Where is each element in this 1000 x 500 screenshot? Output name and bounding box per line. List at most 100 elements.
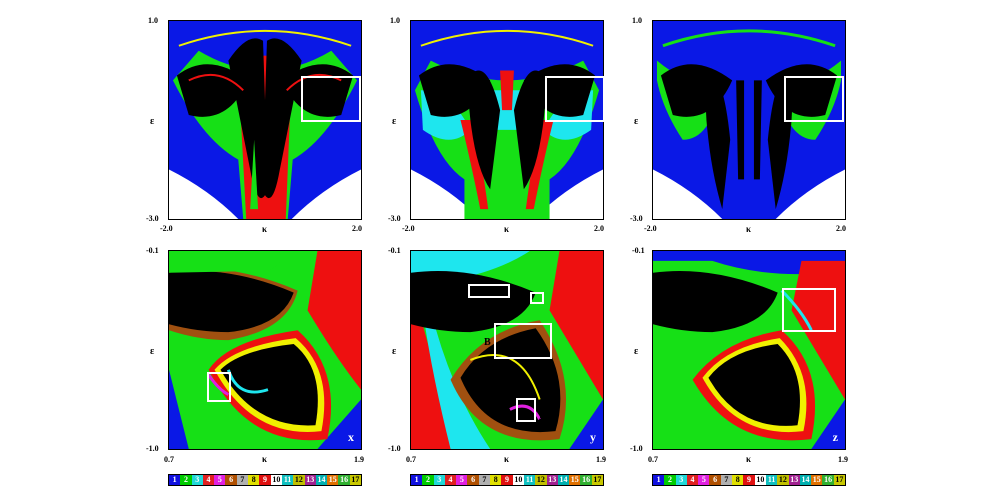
x-axis-label: κ bbox=[504, 454, 509, 464]
legend-swatch-5: 5 bbox=[698, 475, 710, 485]
y-tick-bottom: -3.0 bbox=[388, 214, 401, 223]
legend-swatch-2: 2 bbox=[422, 475, 434, 485]
x-tick-right: 1.9 bbox=[354, 455, 364, 464]
legend-swatch-10: 10 bbox=[512, 475, 524, 485]
legend-swatch-9: 9 bbox=[259, 475, 271, 485]
color-legend-z: 1 2 3 4 5 6 7 8 9 10 11 12 13 14 15 16 17 bbox=[652, 474, 846, 486]
panel-tag: z bbox=[832, 200, 838, 214]
y-axis-label: ε bbox=[150, 116, 155, 127]
zoom-box-A bbox=[516, 398, 536, 422]
x-axis-label: κ bbox=[746, 224, 751, 234]
marker-D: D bbox=[458, 295, 466, 306]
legend-swatch-8: 8 bbox=[732, 475, 744, 485]
zoom-box-bottom-x bbox=[207, 372, 231, 402]
legend-swatch-5: 5 bbox=[214, 475, 226, 485]
legend-swatch-11: 11 bbox=[765, 475, 778, 485]
legend-swatch-4: 4 bbox=[444, 475, 457, 485]
legend-swatch-3: 3 bbox=[191, 475, 203, 485]
x-tick-left: -2.0 bbox=[160, 224, 173, 233]
y-axis-label: ε bbox=[150, 346, 155, 357]
legend-swatch-15: 15 bbox=[569, 475, 581, 485]
legend-swatch-2: 2 bbox=[664, 475, 676, 485]
color-legend-y: 1 2 3 4 5 6 7 8 9 10 11 12 13 14 15 16 17 bbox=[410, 474, 604, 486]
legend-swatch-3: 3 bbox=[675, 475, 687, 485]
zoom-box-top-z bbox=[784, 76, 844, 122]
y-tick-bottom: -1.0 bbox=[388, 444, 401, 453]
marker-B: B bbox=[484, 337, 491, 348]
legend-swatch-7: 7 bbox=[478, 475, 491, 485]
legend-swatch-8: 8 bbox=[490, 475, 502, 485]
y-tick-bottom: -3.0 bbox=[146, 214, 159, 223]
legend-swatch-9: 9 bbox=[743, 475, 755, 485]
x-tick-right: 1.9 bbox=[596, 455, 606, 464]
panel-tag: x bbox=[348, 200, 354, 214]
legend-swatch-17: 17 bbox=[833, 475, 846, 485]
legend-swatch-9: 9 bbox=[501, 475, 513, 485]
x-tick-left: 0.7 bbox=[164, 455, 174, 464]
zoom-box-bottom-z bbox=[782, 288, 836, 332]
legend-swatch-15: 15 bbox=[327, 475, 339, 485]
legend-swatch-12: 12 bbox=[293, 475, 305, 485]
legend-swatch-5: 5 bbox=[456, 475, 468, 485]
legend-swatch-10: 10 bbox=[754, 475, 766, 485]
color-legend-x: 1 2 3 4 5 6 7 8 9 10 11 12 13 14 15 16 17 bbox=[168, 474, 362, 486]
panel-top-y: y bbox=[410, 20, 604, 220]
y-tick-top: -0.1 bbox=[632, 246, 645, 255]
x-tick-right: 2.0 bbox=[594, 224, 604, 233]
x-tick-left: -2.0 bbox=[402, 224, 415, 233]
zoom-box-B bbox=[494, 323, 552, 359]
legend-swatch-1: 1 bbox=[653, 475, 665, 485]
legend-swatch-16: 16 bbox=[338, 475, 350, 485]
legend-swatch-7: 7 bbox=[720, 475, 733, 485]
zoom-box-C bbox=[530, 292, 544, 304]
legend-swatch-14: 14 bbox=[557, 475, 570, 485]
x-tick-right: 2.0 bbox=[836, 224, 846, 233]
legend-swatch-11: 11 bbox=[523, 475, 536, 485]
legend-swatch-4: 4 bbox=[686, 475, 699, 485]
x-tick-left: 0.7 bbox=[406, 455, 416, 464]
x-axis-label: κ bbox=[504, 224, 509, 234]
zoom-box-top-y bbox=[545, 76, 605, 122]
basin-map-top-z bbox=[653, 21, 845, 219]
legend-swatch-6: 6 bbox=[225, 475, 237, 485]
legend-swatch-6: 6 bbox=[709, 475, 721, 485]
legend-swatch-1: 1 bbox=[411, 475, 423, 485]
basin-map-bottom-x bbox=[169, 251, 361, 449]
basin-map-top-y bbox=[411, 21, 603, 219]
y-tick-bottom: -1.0 bbox=[146, 444, 159, 453]
marker-A: A bbox=[538, 414, 546, 425]
legend-swatch-10: 10 bbox=[270, 475, 282, 485]
y-axis-label: ε bbox=[634, 116, 639, 127]
panel-tag: z bbox=[832, 430, 838, 444]
legend-swatch-3: 3 bbox=[433, 475, 445, 485]
y-axis-label: ε bbox=[392, 346, 397, 357]
legend-swatch-4: 4 bbox=[202, 475, 215, 485]
legend-swatch-1: 1 bbox=[169, 475, 181, 485]
y-tick-top: -0.1 bbox=[388, 246, 401, 255]
zoom-box-D bbox=[468, 284, 510, 298]
x-tick-left: 0.7 bbox=[648, 455, 658, 464]
x-tick-right: 2.0 bbox=[352, 224, 362, 233]
x-axis-label: κ bbox=[746, 454, 751, 464]
legend-swatch-13: 13 bbox=[304, 475, 316, 485]
panel-tag: y bbox=[590, 430, 596, 444]
x-tick-left: -2.0 bbox=[644, 224, 657, 233]
panel-bottom-y: y bbox=[410, 250, 604, 450]
panel-top-z: z bbox=[652, 20, 846, 220]
legend-swatch-12: 12 bbox=[777, 475, 789, 485]
basin-map-bottom-z bbox=[653, 251, 845, 449]
legend-swatch-17: 17 bbox=[349, 475, 362, 485]
panel-bottom-z: z bbox=[652, 250, 846, 450]
panel-top-x: x bbox=[168, 20, 362, 220]
panel-tag: x bbox=[348, 430, 354, 444]
y-tick-bottom: -3.0 bbox=[630, 214, 643, 223]
legend-swatch-17: 17 bbox=[591, 475, 604, 485]
marker-C: C bbox=[523, 295, 531, 306]
legend-swatch-8: 8 bbox=[248, 475, 260, 485]
y-tick-top: -0.1 bbox=[146, 246, 159, 255]
y-tick-bottom: -1.0 bbox=[630, 444, 643, 453]
zoom-box-top-x bbox=[301, 76, 361, 122]
panel-tag: y bbox=[590, 200, 596, 214]
legend-swatch-6: 6 bbox=[467, 475, 479, 485]
basin-map-bottom-y bbox=[411, 251, 603, 449]
